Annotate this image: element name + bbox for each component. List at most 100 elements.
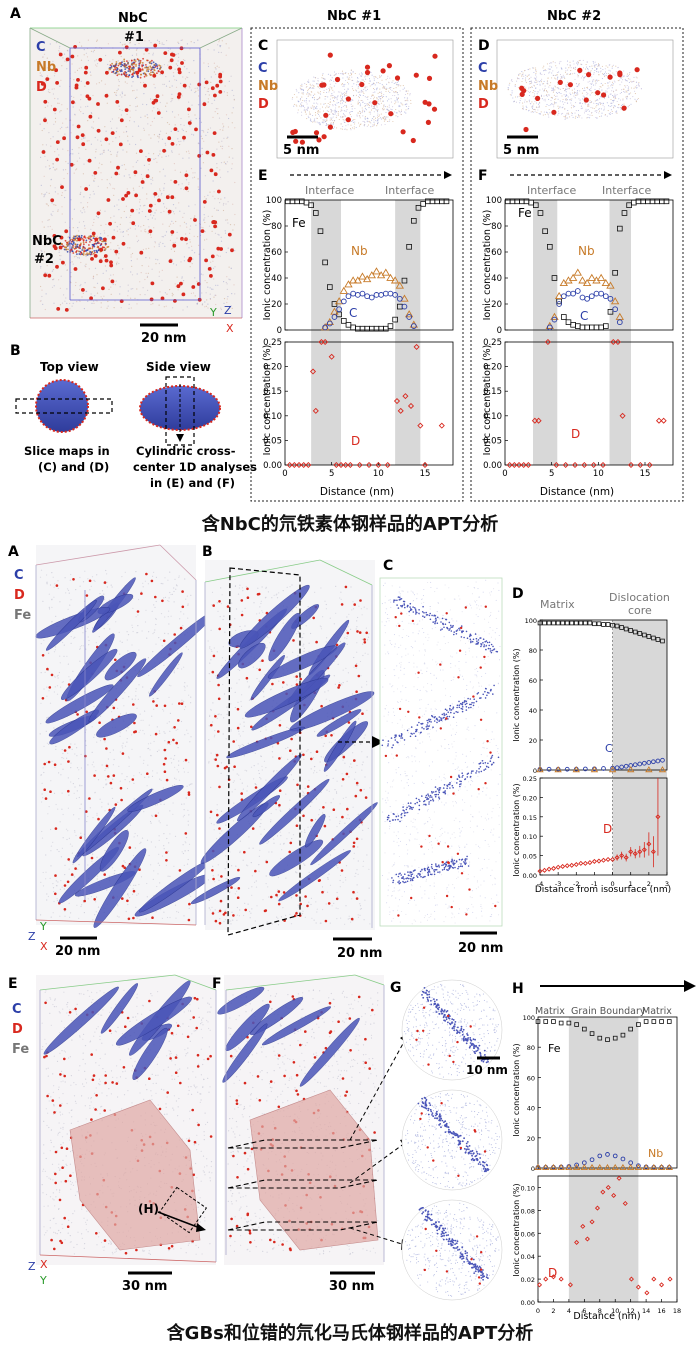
atom <box>604 114 606 116</box>
atom <box>175 220 177 223</box>
atom <box>106 586 108 588</box>
atom <box>348 76 350 78</box>
deuterium-atom <box>43 99 48 104</box>
atom <box>627 90 629 92</box>
atom <box>157 873 159 875</box>
atom <box>115 810 117 812</box>
atom <box>172 51 174 53</box>
atom <box>109 182 111 185</box>
atom <box>131 626 134 629</box>
atom <box>561 113 563 115</box>
atom <box>616 106 619 108</box>
atom <box>307 80 309 82</box>
atom <box>148 674 150 677</box>
atom <box>96 878 98 880</box>
atom <box>164 292 166 294</box>
atom <box>74 636 76 638</box>
atom <box>189 48 191 50</box>
atom <box>51 214 53 217</box>
atom <box>572 60 574 62</box>
nbc2-cluster-atom <box>72 246 74 249</box>
atom <box>565 114 567 116</box>
atom <box>175 53 177 56</box>
atom <box>577 74 579 76</box>
atom <box>366 86 368 88</box>
atom <box>134 68 136 71</box>
atom <box>227 247 229 249</box>
atom <box>538 105 540 107</box>
atom <box>117 60 119 62</box>
atom <box>55 880 57 882</box>
atom <box>330 122 332 124</box>
atom <box>566 73 568 75</box>
atom <box>87 59 89 62</box>
atom <box>136 273 138 275</box>
atom <box>534 78 536 80</box>
atom <box>631 81 633 83</box>
atom <box>128 757 130 759</box>
atom <box>519 73 521 75</box>
atom <box>388 109 390 111</box>
atom <box>595 82 597 84</box>
atom <box>385 118 387 120</box>
atom <box>107 149 109 151</box>
atom <box>129 216 131 218</box>
atom <box>383 106 385 108</box>
atom <box>371 74 373 76</box>
top-c-scale-text: 5 nm <box>283 143 319 158</box>
atom <box>204 221 206 224</box>
atom <box>357 102 359 104</box>
atom <box>584 102 586 104</box>
x-tick-label: 10 <box>593 469 604 479</box>
atom <box>113 194 115 196</box>
atom <box>308 94 310 96</box>
atom <box>376 110 378 112</box>
atom <box>54 675 56 677</box>
atom <box>298 92 300 94</box>
atom <box>349 74 351 77</box>
atom <box>576 91 578 93</box>
atom <box>69 579 71 581</box>
atom <box>323 121 325 123</box>
atom <box>63 294 65 296</box>
atom <box>346 106 348 108</box>
atom <box>386 108 388 110</box>
atom <box>121 745 123 747</box>
atom <box>210 261 212 263</box>
atom <box>127 895 129 897</box>
atom <box>368 107 370 109</box>
atom <box>72 302 74 304</box>
atom <box>113 188 116 190</box>
nbc1-cluster-atom <box>135 65 137 67</box>
atom <box>335 97 337 99</box>
nbc1-cluster-atom <box>116 74 119 77</box>
atom <box>161 156 163 158</box>
atom <box>152 52 154 54</box>
atom <box>39 233 41 235</box>
atom <box>43 226 45 228</box>
atom <box>157 812 159 814</box>
atom <box>119 653 121 655</box>
atom <box>184 687 186 689</box>
atom <box>43 128 45 130</box>
atom <box>49 168 51 170</box>
atom <box>153 117 155 119</box>
atom <box>128 48 130 50</box>
atom <box>171 99 173 101</box>
atom <box>82 632 84 634</box>
fe-data-point <box>663 198 670 205</box>
atom <box>596 98 598 101</box>
deuterium-atom <box>71 100 75 105</box>
top-c-letter: C <box>258 38 268 54</box>
nbc2-cluster-atom <box>99 239 102 242</box>
atom <box>116 152 118 154</box>
atom <box>77 868 79 870</box>
atom <box>226 276 228 278</box>
atom <box>200 167 202 169</box>
atom <box>342 85 344 88</box>
atom <box>393 82 395 84</box>
atom <box>215 73 217 75</box>
nbc1-cluster-atom <box>123 73 126 76</box>
atom <box>585 64 587 66</box>
atom <box>353 128 355 130</box>
